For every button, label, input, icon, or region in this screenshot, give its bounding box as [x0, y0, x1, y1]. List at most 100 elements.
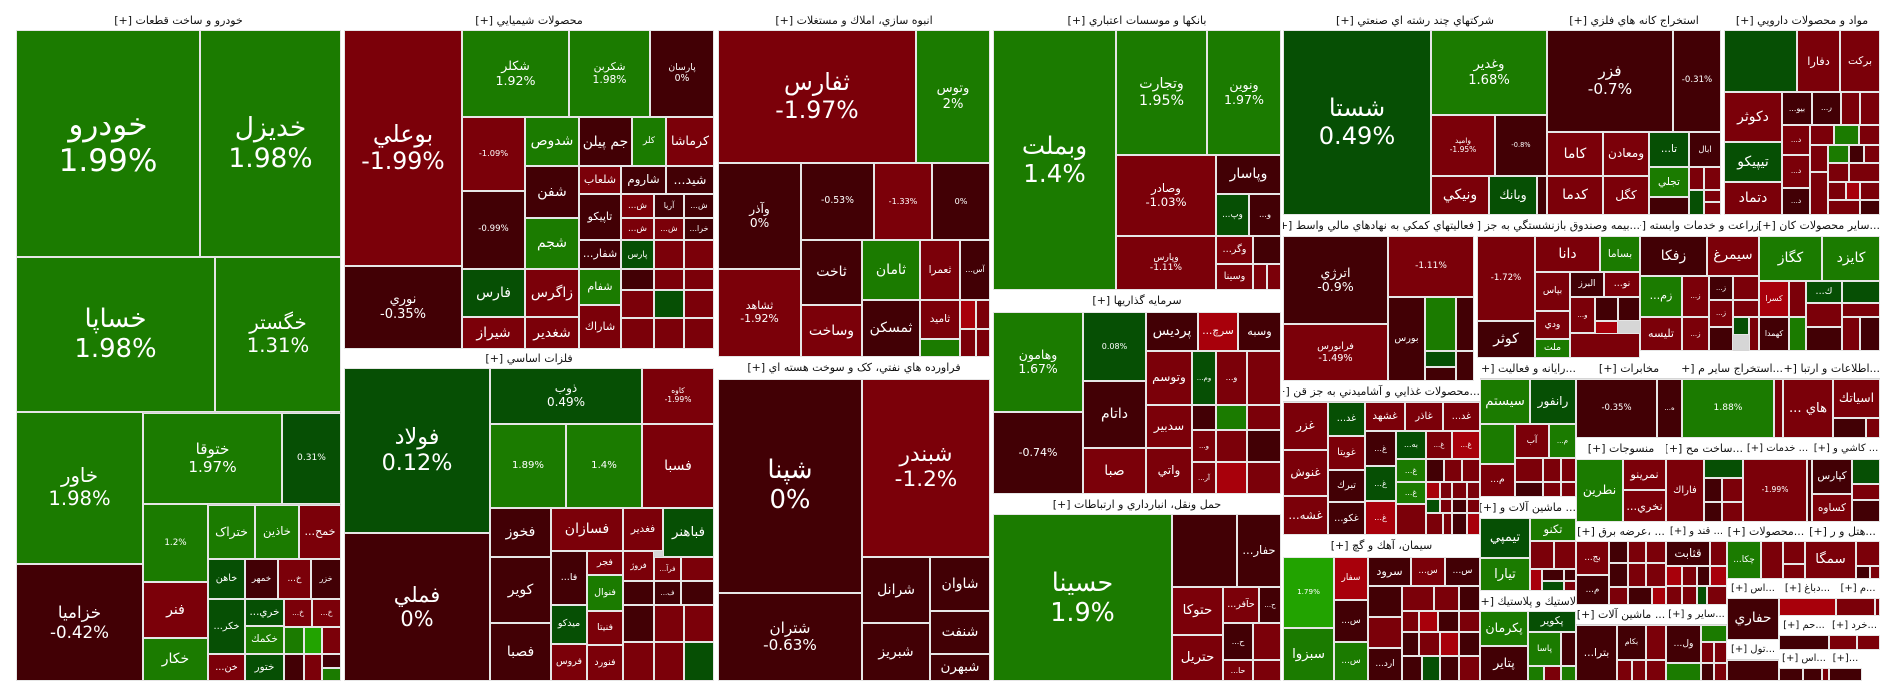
stock-tile[interactable]: تاپيكو [579, 194, 621, 240]
stock-tile[interactable]: 0.31% [282, 413, 341, 504]
stock-tile[interactable]: بركت [1840, 30, 1880, 92]
sector-header[interactable]: ...اس [+] [1727, 579, 1779, 598]
stock-tile[interactable]: وتجارت 1.95% [1116, 30, 1207, 155]
stock-tile[interactable]: ...آر [1192, 462, 1216, 494]
stock-tile[interactable]: بوعلي -1.99% [344, 30, 462, 266]
stock-tile[interactable] [1542, 569, 1564, 581]
stock-tile[interactable]: رانفور [1530, 379, 1576, 424]
stock-tile[interactable] [1866, 418, 1880, 438]
sector-header[interactable]: ...[+] [1829, 650, 1862, 668]
sector-header[interactable]: ...ساير محصولات كان [+] [1759, 215, 1880, 236]
stock-tile[interactable] [1561, 666, 1576, 681]
stock-tile[interactable]: ...خري [245, 599, 284, 626]
stock-tile[interactable] [1192, 405, 1216, 430]
stock-tile[interactable]: فارس [462, 269, 525, 317]
stock-tile[interactable] [1714, 642, 1727, 663]
stock-tile[interactable] [1709, 327, 1733, 351]
stock-tile[interactable]: شدوص [525, 117, 579, 166]
stock-tile[interactable] [1704, 167, 1721, 190]
stock-tile[interactable]: وپاسار [1216, 155, 1281, 194]
stock-tile[interactable]: خاذين [255, 505, 299, 559]
stock-tile[interactable] [1480, 424, 1515, 464]
stock-tile[interactable]: ...غد [1443, 402, 1480, 431]
stock-tile[interactable] [1828, 145, 1849, 163]
stock-tile[interactable] [1806, 303, 1842, 327]
stock-tile[interactable]: ...ز [1709, 300, 1733, 327]
stock-tile[interactable] [1456, 351, 1474, 381]
stock-tile[interactable]: تيمپي [1480, 518, 1530, 558]
stock-tile[interactable]: 0% [932, 163, 990, 240]
sector-header[interactable]: ...اطلاعات و ارتبا [+] [1783, 359, 1880, 378]
stock-tile[interactable]: جم پيلن [579, 117, 632, 166]
stock-tile[interactable]: شرانل [862, 557, 930, 623]
stock-tile[interactable]: خزر [311, 559, 341, 599]
stock-tile[interactable]: فجر [587, 551, 623, 575]
stock-tile[interactable]: خكمك [245, 626, 284, 654]
stock-tile[interactable]: ...ش [654, 218, 684, 240]
stock-tile[interactable]: كساوه [1812, 494, 1852, 522]
stock-tile[interactable] [1828, 200, 1860, 215]
stock-tile[interactable]: ...شفار [579, 240, 621, 269]
stock-tile[interactable] [1426, 513, 1443, 535]
stock-tile[interactable]: فزر -0.7% [1547, 30, 1673, 132]
stock-tile[interactable] [1779, 598, 1836, 616]
stock-tile[interactable]: خودرو 1.99% [16, 30, 200, 257]
stock-tile[interactable]: ...س [1445, 557, 1480, 586]
stock-tile[interactable]: غاذر [1405, 402, 1443, 431]
stock-tile[interactable]: ...بيو [1782, 92, 1812, 125]
stock-tile[interactable] [1444, 459, 1462, 482]
stock-tile[interactable]: تبرك [1328, 470, 1365, 502]
stock-tile[interactable]: ...غد [1328, 402, 1365, 436]
stock-tile[interactable]: حفاري [1727, 598, 1779, 640]
stock-tile[interactable] [684, 605, 714, 642]
stock-tile[interactable]: قثابت [1666, 541, 1710, 566]
stock-tile[interactable]: ثاميد [920, 300, 960, 339]
stock-tile[interactable] [1646, 625, 1666, 660]
stock-tile[interactable] [654, 240, 684, 269]
stock-tile[interactable]: بكام [1617, 625, 1646, 660]
stock-tile[interactable]: ذوب 0.49% [490, 368, 642, 424]
stock-tile[interactable] [1438, 611, 1459, 632]
stock-tile[interactable] [684, 642, 714, 681]
stock-tile[interactable]: ملت [1535, 339, 1570, 358]
stock-tile[interactable]: شاروم [621, 166, 666, 194]
stock-tile[interactable]: ...س [1411, 557, 1445, 586]
stock-tile[interactable] [1701, 642, 1714, 663]
sector-header[interactable]: ...م [+] [1836, 579, 1880, 598]
stock-tile[interactable] [684, 240, 714, 269]
stock-tile[interactable]: حتوكا [1172, 587, 1223, 635]
sector-header[interactable]: خودرو و ساخت قطعات [+] [16, 10, 341, 31]
stock-tile[interactable]: ...حا [1223, 660, 1253, 681]
stock-tile[interactable] [1543, 482, 1561, 497]
stock-tile[interactable]: ...ش [684, 194, 714, 218]
stock-tile[interactable]: ...غ [1426, 431, 1452, 459]
stock-tile[interactable]: تكنو [1530, 518, 1576, 541]
stock-tile[interactable] [1368, 617, 1402, 648]
stock-tile[interactable] [1609, 587, 1628, 605]
stock-tile[interactable]: دفارا [1797, 30, 1840, 92]
stock-tile[interactable] [654, 642, 684, 681]
stock-tile[interactable] [1425, 351, 1456, 367]
stock-tile[interactable] [1595, 297, 1618, 321]
stock-tile[interactable] [1530, 541, 1554, 569]
stock-tile[interactable]: وغدير 1.68% [1431, 30, 1547, 115]
stock-tile[interactable]: كوير [490, 557, 551, 623]
stock-tile[interactable] [1452, 499, 1467, 513]
stock-tile[interactable] [1870, 566, 1880, 579]
stock-tile[interactable]: ...نخري [1623, 490, 1666, 522]
sector-header[interactable]: فعاليتهاي كمكي به نهادهاي مالي واسط [+] [1283, 215, 1474, 236]
stock-tile[interactable]: ...وگر [1216, 236, 1253, 264]
stock-tile[interactable] [1554, 541, 1576, 569]
stock-tile[interactable]: خزامیا -0.42% [16, 564, 143, 681]
stock-tile[interactable]: سيمرغ [1707, 236, 1759, 276]
stock-tile[interactable]: شتران -0.63% [718, 593, 862, 681]
stock-tile[interactable] [1856, 566, 1870, 579]
stock-tile[interactable] [1426, 499, 1440, 513]
stock-tile[interactable] [1422, 656, 1440, 681]
stock-tile[interactable]: ...حفار [1237, 514, 1281, 587]
stock-tile[interactable]: دتماد [1724, 182, 1782, 215]
sector-header[interactable]: ... خدمات [+] [1743, 438, 1812, 459]
stock-tile[interactable]: فخوز [490, 508, 551, 557]
stock-tile[interactable]: ...ول [1666, 625, 1701, 663]
stock-tile[interactable]: ...ه [1657, 379, 1682, 438]
